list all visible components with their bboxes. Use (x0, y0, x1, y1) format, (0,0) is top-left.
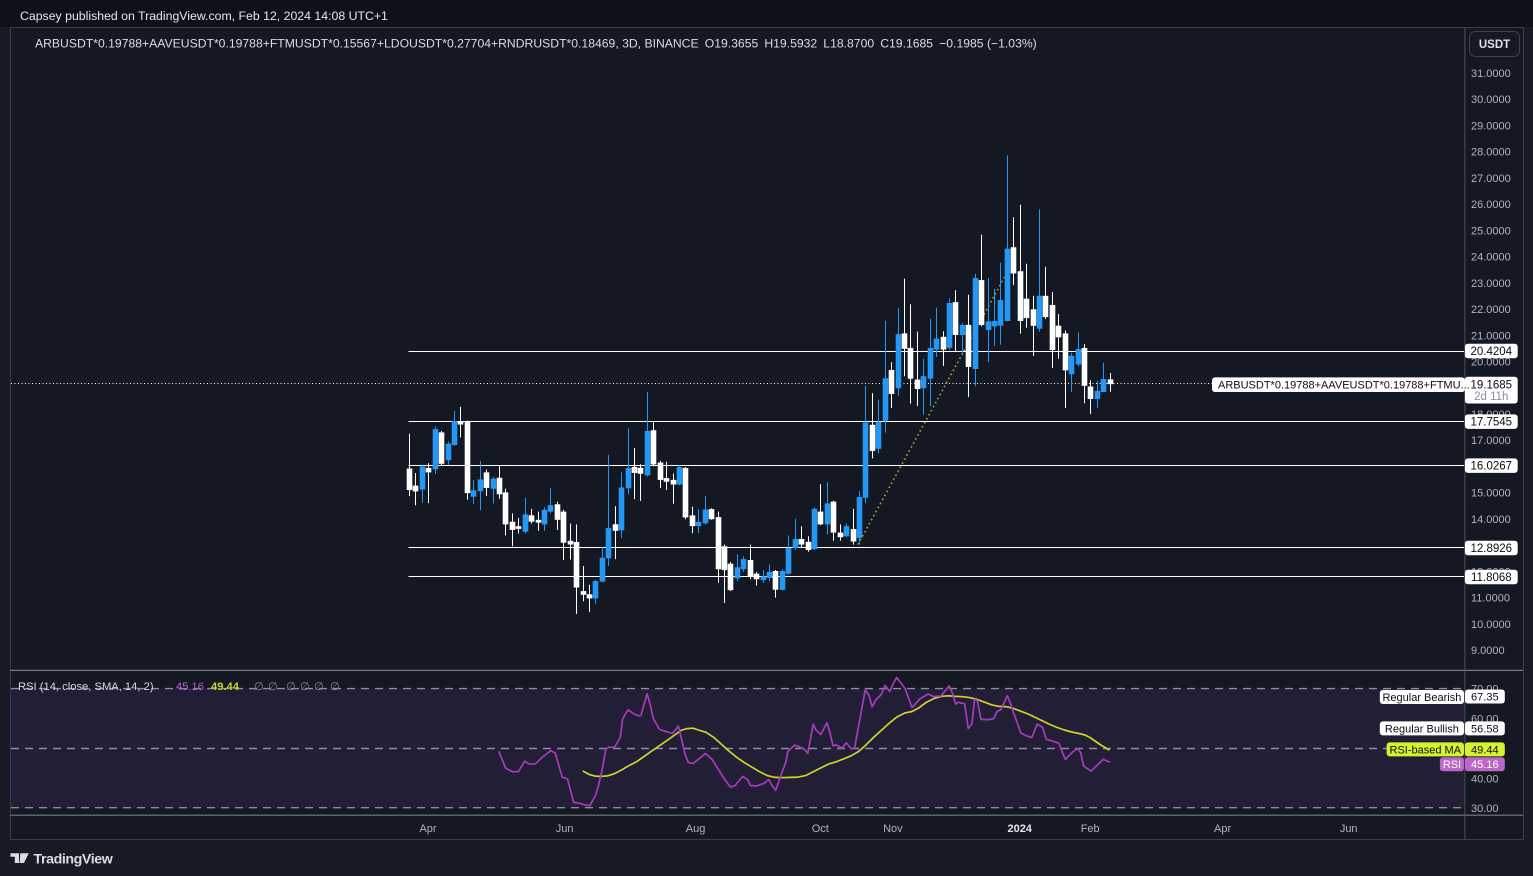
svg-text:28.0000: 28.0000 (1471, 147, 1511, 159)
svg-text:Feb: Feb (1081, 823, 1100, 835)
svg-text:30.0000: 30.0000 (1471, 94, 1511, 106)
svg-text:11.0000: 11.0000 (1471, 593, 1510, 605)
svg-text:11.8068: 11.8068 (1471, 572, 1512, 584)
svg-text:9.0000: 9.0000 (1471, 645, 1505, 657)
svg-text:20.0000: 20.0000 (1471, 357, 1511, 369)
svg-text:Aug: Aug (686, 823, 706, 835)
svg-text:49.44: 49.44 (1471, 744, 1499, 756)
svg-text:Capsey published on TradingVie: Capsey published on TradingView.com, Feb… (20, 9, 388, 23)
svg-text:17.0000: 17.0000 (1471, 435, 1511, 447)
svg-text:19.1685: 19.1685 (1471, 379, 1513, 391)
svg-text:29.0000: 29.0000 (1471, 121, 1511, 133)
svg-text:25.0000: 25.0000 (1471, 225, 1511, 237)
svg-text:15.0000: 15.0000 (1471, 488, 1511, 500)
svg-text:Oct: Oct (812, 823, 829, 835)
svg-text:14.0000: 14.0000 (1471, 514, 1511, 526)
svg-text:Apr: Apr (419, 823, 436, 835)
svg-text:26.0000: 26.0000 (1471, 199, 1511, 211)
svg-text:∅: ∅ (314, 681, 324, 693)
svg-text:∅: ∅ (268, 681, 278, 693)
svg-text:45.16: 45.16 (1471, 759, 1499, 771)
svg-text:56.58: 56.58 (1471, 723, 1499, 735)
svg-text:40.00: 40.00 (1471, 773, 1499, 785)
svg-text:27.0000: 27.0000 (1471, 173, 1511, 185)
svg-text:10.0000: 10.0000 (1471, 619, 1511, 631)
svg-text:2d 11h: 2d 11h (1474, 391, 1508, 403)
svg-text:45.16: 45.16 (176, 681, 204, 693)
svg-text:Jun: Jun (1340, 823, 1358, 835)
svg-text:12.8926: 12.8926 (1471, 543, 1513, 555)
svg-text:2024: 2024 (1007, 823, 1032, 835)
svg-text:Apr: Apr (1214, 823, 1231, 835)
svg-text:RSI-based MA: RSI-based MA (1390, 744, 1462, 756)
svg-text:∅: ∅ (254, 681, 264, 693)
svg-text:USDT: USDT (1479, 39, 1510, 51)
svg-text:17.7545: 17.7545 (1471, 417, 1513, 429)
svg-text:23.0000: 23.0000 (1471, 278, 1511, 290)
svg-text:RSI: RSI (1443, 759, 1461, 771)
svg-text:49.44: 49.44 (211, 681, 240, 693)
svg-text:31.0000: 31.0000 (1471, 68, 1511, 80)
svg-text:∅: ∅ (286, 681, 296, 693)
svg-text:Regular Bearish: Regular Bearish (1382, 692, 1461, 704)
svg-text:22.0000: 22.0000 (1471, 304, 1511, 316)
svg-text:RSI (14, close, SMA, 14, 2): RSI (14, close, SMA, 14, 2) (18, 681, 154, 693)
svg-text:Regular Bullish: Regular Bullish (1385, 723, 1459, 735)
svg-text:ARBUSDT*0.19788+AAVEUSDT*0.197: ARBUSDT*0.19788+AAVEUSDT*0.19788+FTMUSDT… (35, 37, 1037, 51)
svg-text:∅: ∅ (330, 681, 340, 693)
svg-text:ARBUSDT*0.19788+AAVEUSDT*0.197: ARBUSDT*0.19788+AAVEUSDT*0.19788+FTMU... (1218, 379, 1470, 391)
svg-text:Nov: Nov (883, 823, 903, 835)
svg-text:30.00: 30.00 (1471, 803, 1499, 815)
svg-text:24.0000: 24.0000 (1471, 252, 1511, 264)
svg-text:20.4204: 20.4204 (1471, 346, 1513, 358)
svg-text:67.35: 67.35 (1471, 692, 1499, 704)
svg-text:16.0267: 16.0267 (1471, 461, 1513, 473)
svg-text:TradingView: TradingView (34, 852, 114, 868)
svg-text:21.0000: 21.0000 (1471, 330, 1511, 342)
svg-text:∅: ∅ (300, 681, 310, 693)
svg-text:Jun: Jun (556, 823, 574, 835)
